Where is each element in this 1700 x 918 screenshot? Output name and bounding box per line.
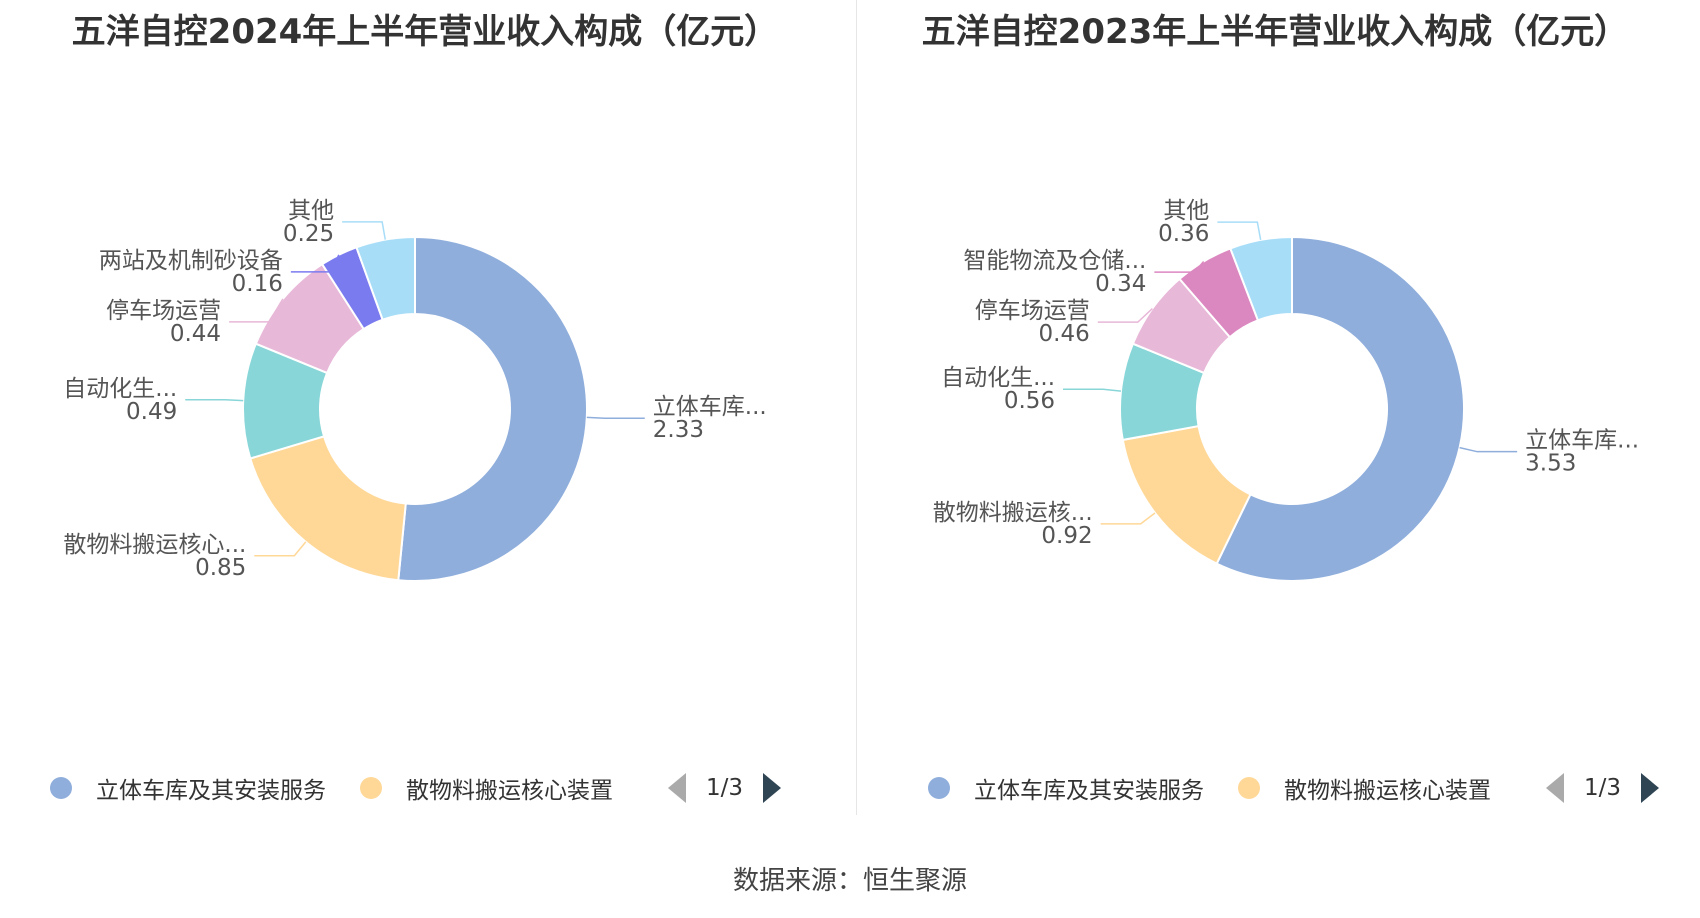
slice-label: 其他: [1163, 198, 1209, 224]
legend-item-2[interactable]: 散物料搬运核心装置: [1238, 768, 1491, 808]
legend-prev-icon[interactable]: [1546, 773, 1564, 803]
slice-label: 两站及机制砂设备: [99, 248, 283, 274]
slice-value-label: 0.44: [170, 321, 221, 347]
legend-marker: [928, 777, 950, 799]
legend-prev-icon[interactable]: [668, 773, 686, 803]
legend-next-icon[interactable]: [1641, 773, 1660, 803]
slice-label: 散物料搬运核...: [933, 500, 1093, 526]
slice-label: 自动化生...: [941, 365, 1055, 391]
legend-label: 立体车库及其安装服务: [974, 778, 1204, 804]
slice-value-label: 0.36: [1158, 221, 1209, 247]
legend-next-icon[interactable]: [763, 773, 782, 803]
slice-leader-line: [254, 541, 307, 557]
slice-value-label: 0.92: [1041, 523, 1092, 549]
legend-label: 立体车库及其安装服务: [96, 778, 326, 804]
slice-value-label: 0.49: [126, 399, 177, 425]
legend-page-indicator: 1/3: [1584, 775, 1622, 801]
slice-value-label: 0.16: [232, 271, 283, 297]
slice-leader-line: [1063, 388, 1122, 392]
legend-item-1[interactable]: 立体车库及其安装服务: [50, 768, 326, 808]
donut-slice[interactable]: [1215, 235, 1465, 582]
chart-panel-2023: 五洋自控2023年上半年营业收入构成（亿元） 立体车库... 3.53 散物料搬运核…: [850, 0, 1700, 830]
slice-leader-line: [342, 221, 387, 240]
slice-leader-line: [1459, 446, 1518, 453]
legend-page-indicator: 1/3: [706, 775, 744, 801]
chart-title: 五洋自控2024年上半年营业收入构成（亿元）: [71, 12, 779, 52]
slice-label: 散物料搬运核心...: [63, 532, 246, 558]
legend: 立体车库及其安装服务 散物料搬运核心装置 1/3: [850, 768, 1700, 808]
slice-label: 其他: [288, 198, 334, 224]
donut-slice[interactable]: [249, 435, 407, 582]
slice-leader-line: [1097, 307, 1153, 323]
slice-label: 智能物流及仓储...: [963, 248, 1146, 274]
slice-leader-line: [1217, 221, 1262, 241]
donut-slice[interactable]: [397, 235, 588, 582]
slice-value-label: 0.46: [1039, 321, 1090, 347]
slice-value-label: 2.33: [653, 417, 704, 443]
slice-label: 立体车库...: [653, 394, 767, 420]
legend-marker: [50, 777, 72, 799]
slice-leader-line: [229, 298, 284, 323]
donut-slice[interactable]: [355, 235, 416, 321]
panel-divider: [856, 0, 857, 815]
donut-slice[interactable]: [1229, 235, 1293, 322]
legend-label: 散物料搬运核心装置: [1284, 778, 1491, 804]
slice-label: 自动化生...: [63, 376, 177, 402]
legend-pager: 1/3: [1546, 768, 1660, 808]
legend-marker: [360, 777, 382, 799]
slice-label: 停车场运营: [106, 298, 221, 324]
slice-leader-line: [185, 399, 244, 402]
slice-label: 停车场运营: [975, 298, 1090, 324]
slice-leader-line: [290, 254, 340, 273]
legend-item-2[interactable]: 散物料搬运核心装置: [360, 768, 613, 808]
legend-label: 散物料搬运核心装置: [406, 778, 613, 804]
legend-marker: [1238, 777, 1260, 799]
slice-leader-line: [1100, 512, 1156, 525]
legend-pager: 1/3: [668, 768, 782, 808]
slice-leader-line: [1154, 260, 1205, 273]
slice-value-label: 3.53: [1525, 451, 1576, 477]
donut-chart: 立体车库...3.53 散物料搬运核...0.92 自动化生...0.56 停车场运营…: [933, 198, 1639, 582]
slice-label: 立体车库...: [1525, 428, 1639, 454]
data-source: 数据来源：恒生聚源: [732, 866, 967, 896]
legend: 立体车库及其安装服务 散物料搬运核心装置 1/3: [0, 768, 850, 808]
slice-value-label: 0.56: [1004, 388, 1055, 414]
donut-chart: 立体车库...2.33 散物料搬运核心...0.85 自动化生...0.49 停车场运…: [63, 198, 767, 582]
slice-value-label: 0.34: [1095, 271, 1146, 297]
chart-title: 五洋自控2023年上半年营业收入构成（亿元）: [921, 12, 1629, 52]
slice-value-label: 0.25: [283, 221, 334, 247]
slice-leader-line: [586, 416, 645, 419]
slice-value-label: 0.85: [195, 555, 246, 581]
chart-panel-2024: 五洋自控2024年上半年营业收入构成（亿元） 立体车库... 2.33 散物料搬运核…: [0, 0, 850, 830]
legend-item-1[interactable]: 立体车库及其安装服务: [928, 768, 1204, 808]
